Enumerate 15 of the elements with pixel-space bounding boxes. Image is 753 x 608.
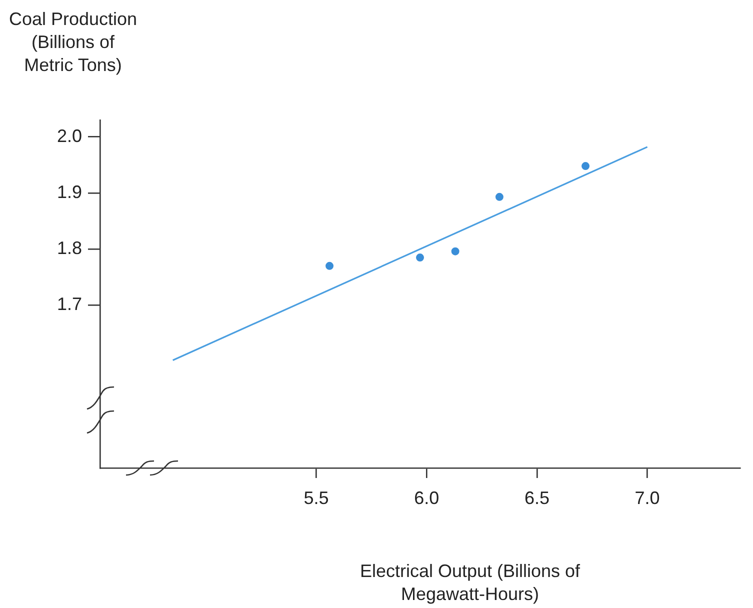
y-tick-label: 2.0 xyxy=(56,126,82,146)
y-axis-title: Coal Production (Billions of Metric Tons) xyxy=(8,8,138,77)
y-tick-label: 1.7 xyxy=(56,294,82,314)
point xyxy=(495,192,504,201)
point xyxy=(416,254,424,262)
point xyxy=(582,162,590,170)
x-axis-title: Electrical Output (Billions of Megawatt-Hours) xyxy=(358,560,582,606)
y-tick-label: 1.9 xyxy=(56,182,82,202)
y-tick-label: 1.8 xyxy=(56,238,82,258)
point xyxy=(451,247,460,256)
x-tick-label: 6.5 xyxy=(524,488,550,508)
x-tick-label: 6.0 xyxy=(414,488,440,508)
x-tick-label: 5.5 xyxy=(304,488,329,508)
x-tick-label: 7.0 xyxy=(634,488,660,508)
point xyxy=(326,262,334,270)
